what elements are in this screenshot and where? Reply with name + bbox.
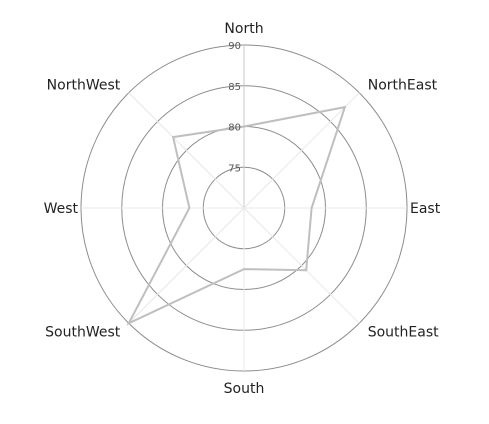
direction-label-northeast: NorthEast bbox=[368, 77, 438, 93]
radial-tick-labels: 75 80 85 90 bbox=[228, 41, 241, 174]
direction-label-west: West bbox=[44, 201, 79, 217]
tick-label-90: 90 bbox=[228, 41, 241, 52]
direction-label-north: North bbox=[224, 21, 263, 37]
direction-label-east: East bbox=[410, 201, 441, 217]
spoke-northwest bbox=[128, 92, 245, 209]
tick-label-85: 85 bbox=[228, 82, 241, 93]
spoke-southwest bbox=[128, 207, 245, 324]
direction-label-northwest: NorthWest bbox=[47, 77, 121, 93]
direction-labels: North NorthEast East SouthEast South SouthWes… bbox=[44, 21, 441, 397]
direction-label-southwest: SouthWest bbox=[45, 325, 121, 341]
direction-label-southeast: SouthEast bbox=[368, 325, 439, 341]
tick-label-80: 80 bbox=[228, 123, 241, 134]
spoke-northeast bbox=[243, 92, 360, 209]
radar-series bbox=[126, 105, 347, 326]
direction-label-south: South bbox=[224, 381, 265, 397]
spoke-southeast bbox=[243, 207, 360, 324]
tick-label-75: 75 bbox=[228, 163, 241, 174]
radar-spokes bbox=[81, 45, 407, 371]
